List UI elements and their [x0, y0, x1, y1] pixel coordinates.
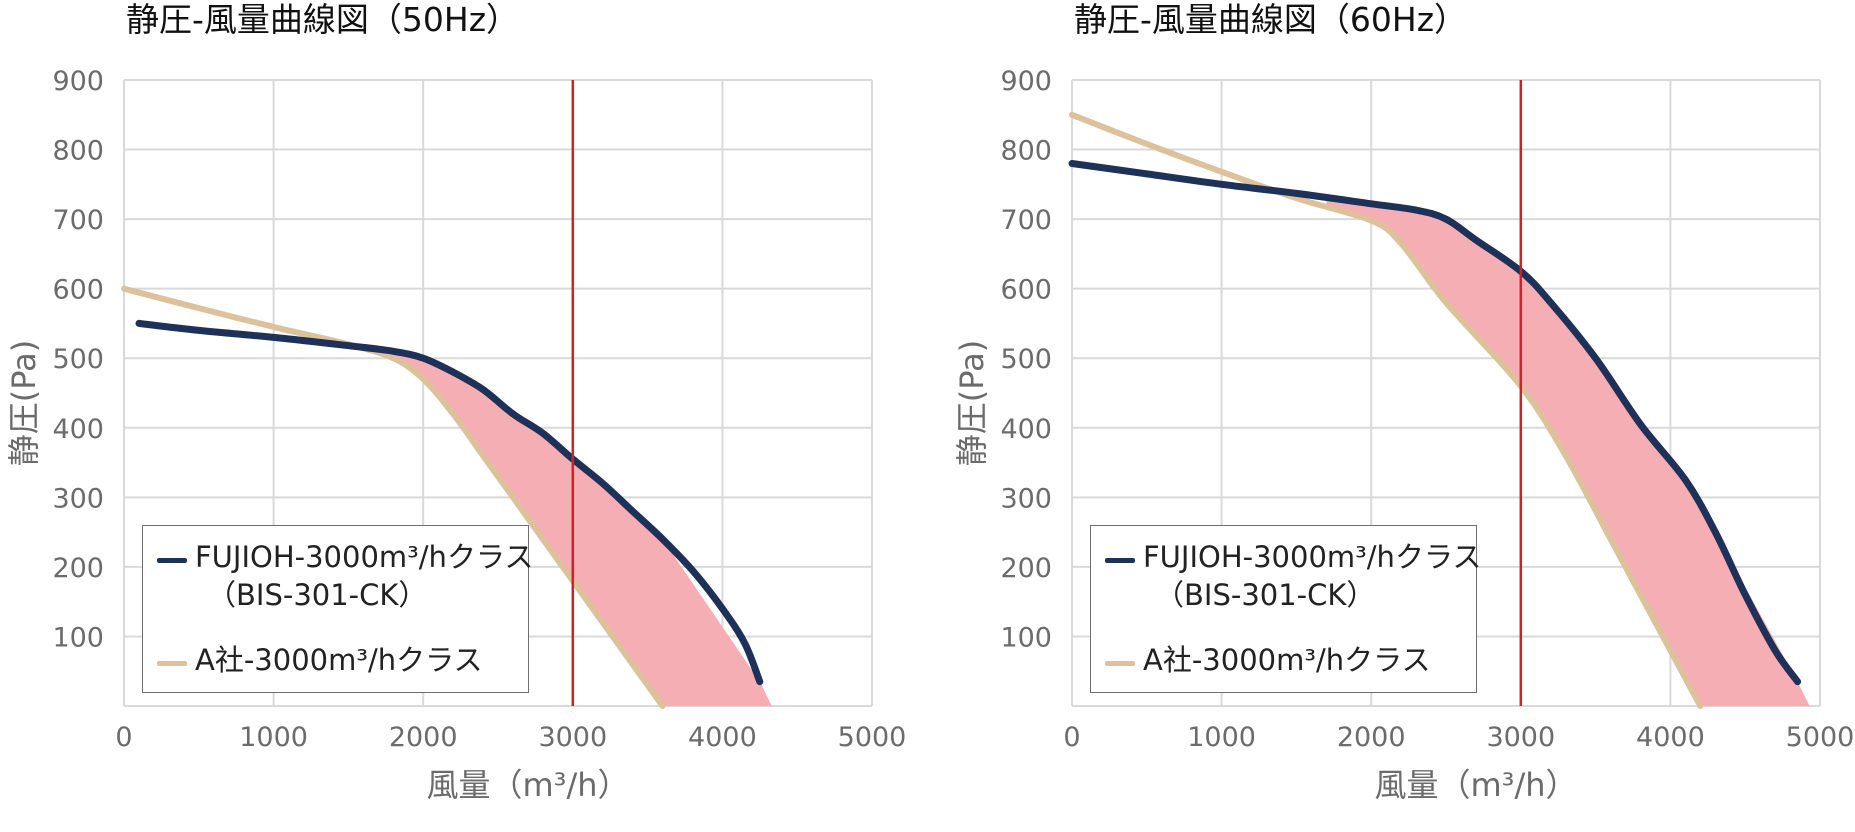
legend-item-competitor: A社-3000m³/hクラス — [157, 641, 483, 679]
legend-label-competitor: A社-3000m³/hクラス — [1143, 643, 1431, 677]
legend-label-fujioh: FUJIOH-3000m³/hクラス — [1143, 540, 1482, 574]
y-tick-label: 200 — [52, 553, 104, 584]
chart-title-60hz: 静圧-風量曲線図（60Hz） — [1074, 0, 1468, 39]
y-tick-label: 100 — [1000, 622, 1052, 653]
y-tick-label: 600 — [52, 275, 104, 306]
x-tick-label: 2000 — [1337, 722, 1406, 753]
difference-area — [1326, 197, 1810, 706]
x-axis-title: 風量（m³/h） — [426, 766, 629, 804]
x-tick-label: 1000 — [239, 722, 308, 753]
legend-sublabel-fujioh: （BIS-301-CK） — [1155, 578, 1376, 612]
series-line-competitor — [1069, 111, 1704, 709]
x-tick-label: 5000 — [1786, 722, 1855, 753]
y-tick-label: 300 — [1000, 483, 1052, 514]
chart-title-50hz: 静圧-風量曲線図（50Hz） — [126, 0, 520, 39]
y-tick-label: 900 — [1000, 66, 1052, 97]
y-axis-title: 静圧(Pa) — [953, 340, 991, 466]
y-tick-label: 600 — [1000, 275, 1052, 306]
x-tick-label: 4000 — [1636, 722, 1705, 753]
legend-swatch-fujioh — [1105, 558, 1135, 563]
legend-label-fujioh: FUJIOH-3000m³/hクラス — [195, 540, 534, 574]
y-tick-label: 200 — [1000, 553, 1052, 584]
x-tick-label: 5000 — [838, 722, 907, 753]
legend-60hz: FUJIOH-3000m³/hクラス （BIS-301-CK） A社-3000m… — [1090, 525, 1481, 693]
legend-label-competitor: A社-3000m³/hクラス — [195, 643, 483, 677]
x-tick-label: 1000 — [1187, 722, 1256, 753]
x-tick-label: 0 — [1063, 722, 1080, 753]
chart-50hz: 100 200 300 400 500 600 700 800 900 0 1000 2000 3000… — [0, 0, 925, 832]
plot-60hz: 100 200 300 400 500 600 700 800 900 0 1000 2000 3000… — [953, 66, 1855, 804]
series-line-fujioh — [135, 319, 764, 686]
y-axis-title: 静圧(Pa) — [5, 340, 43, 466]
legend-sublabel-fujioh: （BIS-301-CK） — [207, 578, 428, 612]
y-tick-label: 300 — [52, 483, 104, 514]
legend-swatch-fujioh — [157, 558, 187, 563]
y-tick-label: 800 — [1000, 136, 1052, 167]
x-tick-label: 3000 — [538, 722, 607, 753]
y-tick-label: 500 — [1000, 344, 1052, 375]
x-tick-label: 3000 — [1486, 722, 1555, 753]
legend-swatch-competitor — [157, 661, 187, 666]
x-tick-label: 4000 — [688, 722, 757, 753]
y-tick-label: 100 — [52, 622, 104, 653]
legend-item-competitor: A社-3000m³/hクラス — [1105, 641, 1431, 679]
legend-swatch-competitor — [1105, 661, 1135, 666]
x-tick-label: 0 — [115, 722, 132, 753]
legend-50hz: FUJIOH-3000m³/hクラス （BIS-301-CK） A社-3000m… — [142, 525, 533, 693]
y-tick-label: 700 — [52, 205, 104, 236]
plot-50hz: 100 200 300 400 500 600 700 800 900 0 1000 2000 3000… — [5, 66, 907, 804]
x-axis-title: 風量（m³/h） — [1374, 766, 1577, 804]
y-tick-label: 900 — [52, 66, 104, 97]
y-tick-label: 400 — [52, 414, 104, 445]
y-tick-label: 800 — [52, 136, 104, 167]
series-line-competitor — [121, 285, 666, 709]
difference-area — [378, 349, 772, 706]
legend-item-fujioh: FUJIOH-3000m³/hクラス （BIS-301-CK） — [1105, 538, 1481, 614]
y-tick-label: 400 — [1000, 414, 1052, 445]
legend-item-fujioh: FUJIOH-3000m³/hクラス （BIS-301-CK） — [157, 538, 533, 614]
chart-60hz: 100 200 300 400 500 600 700 800 900 0 1000 2000 3000… — [948, 0, 1855, 832]
y-tick-label: 700 — [1000, 205, 1052, 236]
y-tick-label: 500 — [52, 344, 104, 375]
x-tick-label: 2000 — [389, 722, 458, 753]
